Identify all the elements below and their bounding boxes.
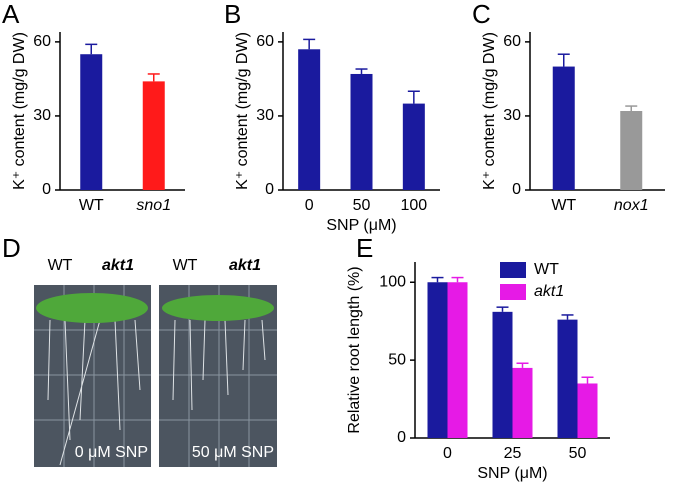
panel-label: A: [2, 0, 20, 29]
y-tick-label: 0: [512, 181, 521, 198]
x-tick-label: 0: [305, 197, 314, 214]
legend-label: WT: [534, 261, 559, 278]
y-axis-label: Relative root length (%): [346, 266, 363, 433]
y-axis-label: K⁺ content (mg/g DW): [481, 32, 498, 190]
y-tick-label: 0: [42, 181, 51, 198]
bar: [492, 311, 513, 438]
bar: [552, 66, 575, 190]
y-tick-label: 60: [503, 33, 521, 50]
treatment-label: 50 μM SNP: [192, 444, 274, 461]
x-tick-label: 100: [400, 197, 427, 214]
x-tick-label: 50: [569, 445, 587, 462]
panel-label: C: [472, 0, 491, 29]
panel-label: B: [224, 0, 241, 29]
x-axis-label: SNP (μM): [477, 465, 547, 482]
seedlings: [36, 293, 274, 323]
x-tick-label: nox1: [614, 197, 649, 214]
legend-swatch: [500, 284, 526, 300]
bar: [80, 54, 103, 190]
y-tick-label: 30: [33, 107, 51, 124]
photo-panel: D WT akt1 WT akt1 0 μM SNP 50 μM SNP: [2, 233, 277, 467]
genotype-label: WT: [173, 257, 198, 274]
y-axis-label: K⁺ content (mg/g DW): [234, 32, 251, 190]
panel-label: D: [2, 233, 21, 263]
genotype-label: akt1: [102, 257, 134, 274]
legend-swatch: [500, 262, 526, 278]
bar: [350, 73, 373, 190]
bar: [447, 282, 468, 438]
treatment-label: 0 μM SNP: [75, 444, 148, 461]
bar: [577, 383, 598, 438]
panel-label: E: [356, 233, 373, 263]
y-tick-label: 100: [379, 273, 406, 290]
bar: [142, 81, 165, 190]
y-tick-label: 30: [256, 107, 274, 124]
x-tick-label: WT: [79, 197, 104, 214]
bar: [512, 367, 533, 438]
x-tick-label: sno1: [136, 197, 171, 214]
x-axis-label: SNP (μM): [326, 217, 396, 234]
x-tick-label: 50: [353, 197, 371, 214]
genotype-label: WT: [48, 257, 73, 274]
bar: [402, 103, 425, 190]
bar: [298, 49, 321, 190]
x-tick-label: WT: [551, 197, 576, 214]
legend-label: akt1: [534, 283, 564, 300]
x-tick-label: 25: [504, 445, 522, 462]
y-tick-label: 50: [388, 351, 406, 368]
y-tick-label: 0: [397, 429, 406, 446]
x-tick-label: 0: [443, 445, 452, 462]
roots: [47, 319, 266, 466]
bar: [557, 319, 578, 438]
bar: [620, 111, 643, 190]
genotype-label: akt1: [229, 257, 261, 274]
y-tick-label: 0: [265, 181, 274, 198]
y-axis-label: K⁺ content (mg/g DW): [11, 32, 28, 190]
y-tick-label: 60: [33, 33, 51, 50]
y-tick-label: 30: [503, 107, 521, 124]
bar: [427, 282, 448, 438]
y-tick-label: 60: [256, 33, 274, 50]
